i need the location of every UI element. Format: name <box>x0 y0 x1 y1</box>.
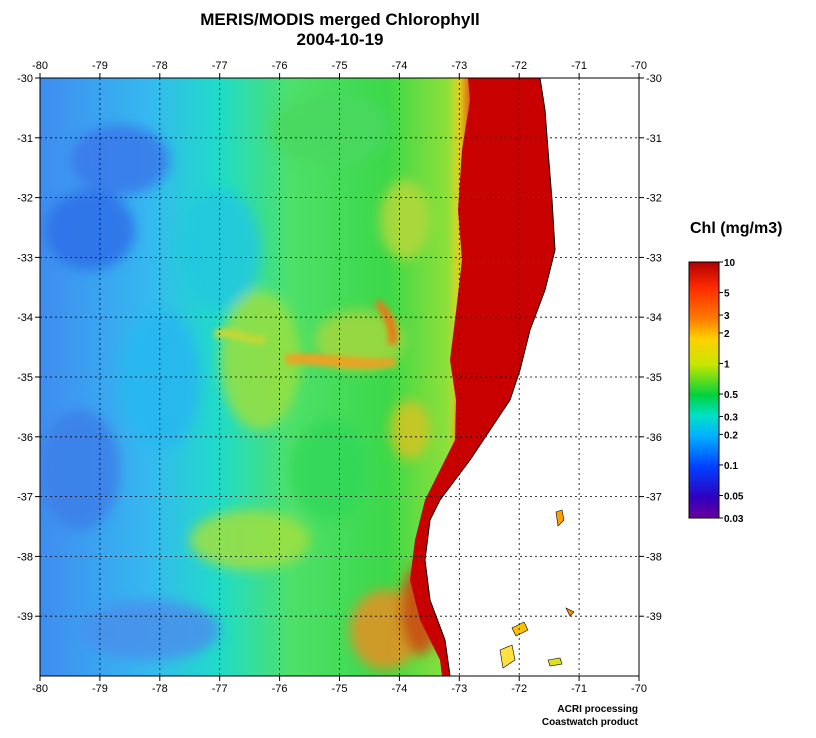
lon-labels-top: -80 -79 -78 -77 -76 -75 -74 -73 -72 -71 -70 <box>32 60 647 72</box>
colorbar-tick-label: 0.05 <box>724 491 744 502</box>
lat-tick-label-left: -37 <box>17 492 33 504</box>
lon-tick-label-bottom: -70 <box>631 683 647 695</box>
colorbar-tick-label: 1 <box>724 359 730 370</box>
lat-tick-label-left: -30 <box>17 73 33 85</box>
lat-tick-label-left: -36 <box>17 432 33 444</box>
credit-processing: ACRI processing <box>557 704 638 715</box>
lat-tick-label-right: -34 <box>646 312 662 324</box>
lon-tick-label-bottom: -79 <box>92 683 108 695</box>
island-patches <box>499 509 575 669</box>
lat-tick-label-left: -32 <box>17 193 33 205</box>
map-title: MERIS/MODIS merged Chlorophyll <box>200 10 480 29</box>
colorbar-tick-label: 0.5 <box>724 390 738 401</box>
lat-labels-left: -30 -31 -32 -33 -34 -35 -36 -37 -38 -39 <box>17 73 33 623</box>
lon-tick-label-bottom: -77 <box>212 683 228 695</box>
lat-tick-label-right: -33 <box>646 252 662 264</box>
lat-tick-label-right: -36 <box>646 432 662 444</box>
lat-tick-label-right: -35 <box>646 372 662 384</box>
lon-tick-label-top: -71 <box>571 60 587 72</box>
lon-tick-label-top: -74 <box>391 60 407 72</box>
lat-tick-label-right: -37 <box>646 492 662 504</box>
lat-tick-label-right: -38 <box>646 551 662 563</box>
lat-tick-label-right: -30 <box>646 73 662 85</box>
map-date: 2004-10-19 <box>296 30 384 49</box>
lon-tick-label-bottom: -74 <box>391 683 407 695</box>
lon-tick-label-top: -76 <box>272 60 288 72</box>
lon-tick-label-bottom: -75 <box>332 683 348 695</box>
lat-tick-label-left: -31 <box>17 133 33 145</box>
lat-tick-label-left: -34 <box>17 312 33 324</box>
colorbar-tick-label: 0.3 <box>724 413 738 424</box>
tick-marks <box>35 73 644 681</box>
credit-product: Coastwatch product <box>541 717 638 728</box>
lon-tick-label-top: -77 <box>212 60 228 72</box>
lat-tick-label-right: -31 <box>646 133 662 145</box>
lat-tick-label-left: -39 <box>17 611 33 623</box>
colorbar-tick-label: 0.03 <box>724 514 744 525</box>
lat-tick-label-right: -39 <box>646 611 662 623</box>
lon-tick-label-top: -75 <box>332 60 348 72</box>
colorbar-title: Chl (mg/m3) <box>690 220 783 237</box>
lat-tick-label-right: -32 <box>646 193 662 205</box>
lon-labels-bottom: -80 -79 -78 -77 -76 -75 -74 -73 -72 -71 -70 <box>32 683 647 695</box>
lon-tick-label-bottom: -80 <box>32 683 48 695</box>
colorbar-tick-label: 0.2 <box>724 430 738 441</box>
lon-tick-label-bottom: -78 <box>152 683 168 695</box>
colorbar-tick-label: 5 <box>724 289 730 300</box>
colorbar-labels: 10 5 3 2 1 0.5 0.3 0.2 0.1 0.05 0.03 <box>719 258 744 525</box>
lon-tick-label-top: -70 <box>631 60 647 72</box>
lat-tick-label-left: -33 <box>17 252 33 264</box>
lon-tick-label-bottom: -73 <box>451 683 467 695</box>
lon-tick-label-bottom: -72 <box>511 683 527 695</box>
lon-tick-label-top: -80 <box>32 60 48 72</box>
lat-labels-right: -30 -31 -32 -33 -34 -35 -36 -37 -38 -39 <box>646 73 662 623</box>
coastline <box>424 78 556 676</box>
lat-tick-label-left: -35 <box>17 372 33 384</box>
ocean-field <box>40 78 639 676</box>
colorbar-tick-label: 2 <box>724 329 730 340</box>
lon-tick-label-bottom: -76 <box>272 683 288 695</box>
colorbar-tick-label: 3 <box>724 311 730 322</box>
colorbar-tick-label: 0.1 <box>724 461 738 472</box>
lon-tick-label-bottom: -71 <box>571 683 587 695</box>
lon-tick-label-top: -79 <box>92 60 108 72</box>
lon-tick-label-top: -72 <box>511 60 527 72</box>
lat-tick-label-left: -38 <box>17 551 33 563</box>
colorbar <box>688 261 720 519</box>
lon-tick-label-top: -78 <box>152 60 168 72</box>
colorbar-tick-label: 10 <box>724 258 736 269</box>
lon-tick-label-top: -73 <box>451 60 467 72</box>
